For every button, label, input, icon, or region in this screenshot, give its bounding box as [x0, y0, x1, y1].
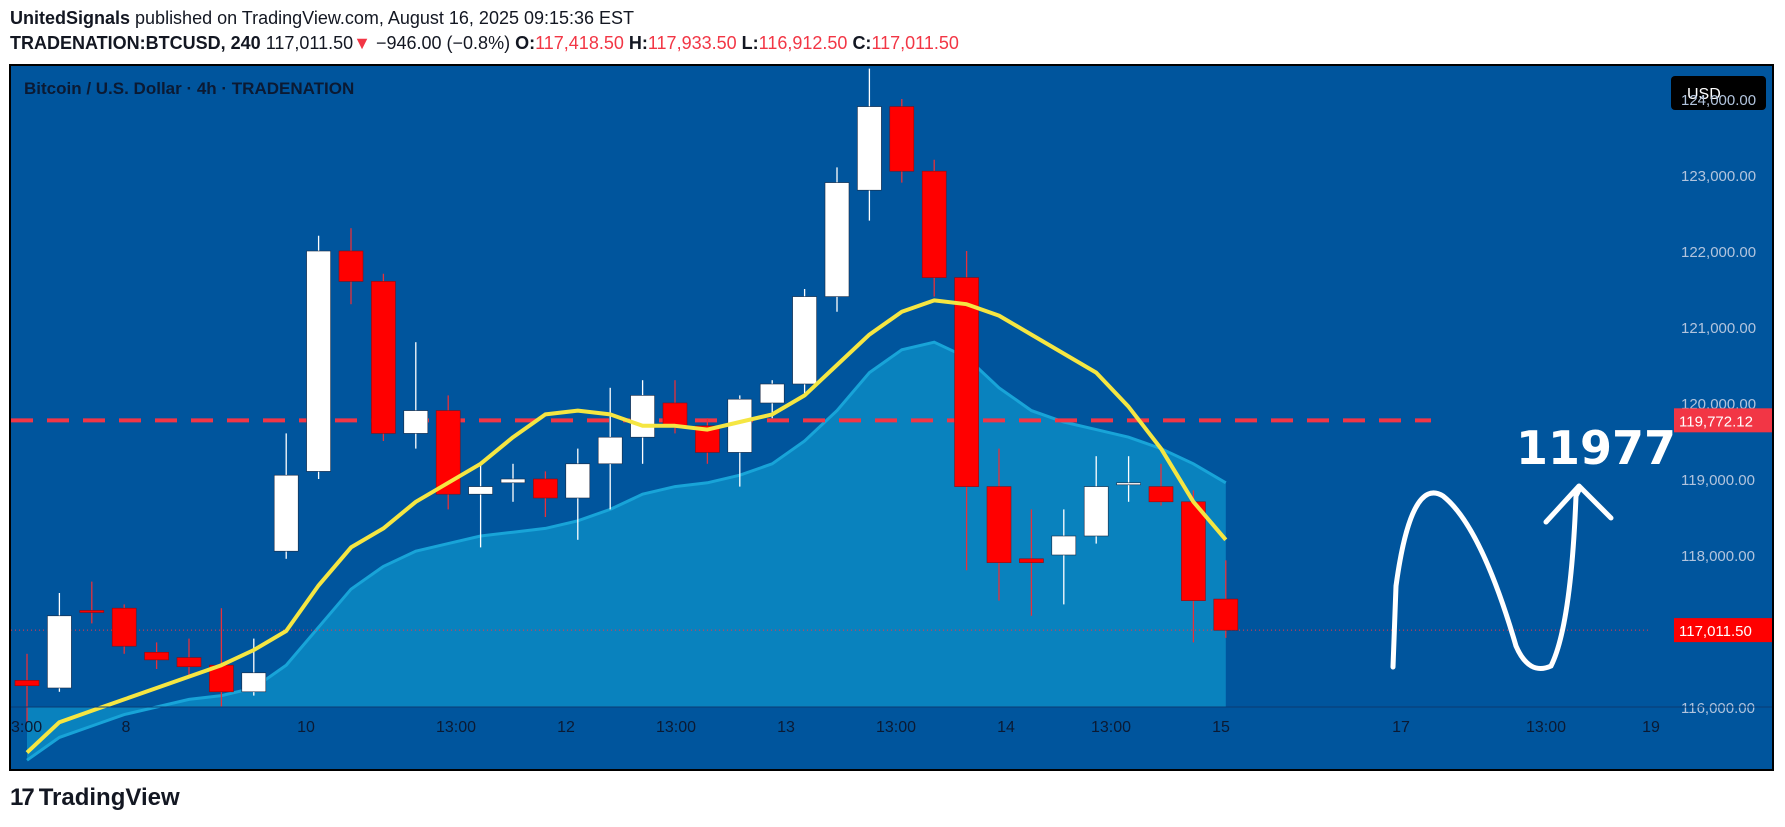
open-label: O:: [515, 33, 536, 53]
x-tick-label: 8: [122, 719, 131, 736]
arrow-head-drawing: [1543, 483, 1614, 525]
price-chart[interactable]: 11977 Bitcoin / U.S. Dollar · 4h · TRADE…: [11, 66, 1772, 769]
candle-body: [14, 680, 40, 687]
author-name[interactable]: UnitedSignals: [10, 8, 131, 28]
x-tick-label: 13:00: [1091, 719, 1131, 736]
open-value: 117,418.50: [535, 33, 624, 53]
candle-body: [1051, 535, 1077, 556]
y-tick-label: 116,000.00: [1681, 700, 1755, 717]
y-tick-label: 122,000.00: [1681, 244, 1756, 261]
x-tick-label: 10: [297, 719, 315, 736]
y-tick-label: 118,000.00: [1681, 548, 1755, 565]
tradingview-logo[interactable]: 17 TradingView: [10, 784, 180, 812]
level-price-label: 119,772.12: [1679, 413, 1753, 430]
symbol-label: TRADENATION:BTCUSD, 240: [10, 33, 261, 53]
candle-body: [1019, 558, 1044, 563]
ma-area-fill: [27, 342, 1226, 761]
candle-body: [533, 478, 558, 499]
down-arrow-icon: ▼: [353, 33, 371, 53]
candle-body: [468, 486, 493, 495]
candle-body: [824, 182, 850, 297]
y-tick-label: 123,000.00: [1681, 168, 1756, 185]
time-axis: 3:00 8 10 13:00 12 13:00 13 13:00 14 13:00 15 17 13:…: [11, 706, 1772, 736]
candle-body: [630, 395, 655, 438]
candle-body: [306, 250, 331, 472]
candle-body: [921, 170, 947, 278]
candle-body: [144, 651, 169, 661]
candle-body: [565, 463, 591, 499]
candle-body: [597, 436, 623, 465]
last-price-badge: [1674, 618, 1772, 643]
x-tick-label: 17: [1392, 719, 1410, 736]
last-price: 117,011.50: [265, 33, 354, 53]
ma-fast-line: [25, 298, 1228, 755]
publish-line: UnitedSignals published on TradingView.c…: [10, 8, 634, 29]
candle-body: [954, 277, 979, 487]
price-axis: 116,000.00117,000.00118,000.00119,000.00…: [1674, 92, 1772, 717]
x-tick-label: 13:00: [436, 719, 476, 736]
low-label: L:: [741, 33, 759, 53]
candle-body: [1116, 482, 1141, 486]
x-tick-label: 13: [777, 719, 795, 736]
candles-layer: [14, 68, 1239, 723]
chart-title: Bitcoin / U.S. Dollar · 4h · TRADENATION: [24, 79, 354, 98]
x-tick-label: 13:00: [876, 719, 916, 736]
currency-label: USD: [1687, 86, 1721, 103]
tradingview-brand: TradingView: [38, 784, 180, 811]
level-price-badge: [1674, 408, 1772, 433]
last-price-label: 117,011.50: [1679, 623, 1752, 640]
x-tick-label: 14: [997, 719, 1015, 736]
candle-body: [1148, 486, 1174, 503]
ma-area-layer: [26, 340, 1227, 762]
candle-body: [1181, 501, 1206, 601]
candle-body: [47, 615, 72, 689]
close-value: 117,011.50: [871, 33, 959, 53]
high-value: 117,933.50: [647, 33, 737, 53]
currency-button[interactable]: USD: [1671, 76, 1766, 110]
y-tick-label: 119,000.00: [1681, 472, 1755, 489]
candle-body: [1213, 598, 1239, 631]
chart-pane[interactable]: 11977 Bitcoin / U.S. Dollar · 4h · TRADE…: [9, 64, 1774, 771]
candle-body: [241, 672, 267, 693]
candle-body: [79, 610, 105, 613]
candle-body: [662, 402, 688, 427]
projection-wave-drawing: [1390, 487, 1582, 671]
ma-line-layer: [25, 298, 1228, 755]
x-tick-label: 13:00: [1526, 719, 1566, 736]
candle-body: [111, 607, 137, 647]
y-tick-label: 121,000.00: [1681, 320, 1756, 337]
ohlc-line: TRADENATION:BTCUSD, 240 117,011.50▼ −946…: [10, 33, 959, 54]
x-tick-label: 12: [557, 719, 575, 736]
target-annotation: 11977: [1516, 421, 1676, 475]
candle-body: [176, 657, 202, 668]
candle-body: [500, 478, 526, 484]
high-label: H:: [628, 33, 648, 53]
candle-body: [1083, 486, 1109, 537]
close-label: C:: [852, 33, 872, 53]
candle-body: [986, 486, 1012, 563]
candle-body: [759, 383, 785, 404]
x-tick-label: 3:00: [11, 719, 42, 736]
publish-info: published on TradingView.com, August 16,…: [135, 8, 635, 28]
candle-body: [338, 250, 364, 282]
price-change: −946.00 (−0.8%): [375, 33, 511, 53]
x-tick-label: 15: [1212, 719, 1230, 736]
candle-body: [273, 474, 299, 552]
y-tick-label: 124,000.00: [1681, 92, 1756, 109]
tradingview-mark-icon: 17: [10, 784, 35, 811]
candle-body: [371, 281, 396, 434]
candle-body: [889, 106, 915, 172]
annotation-layer: 11977: [1390, 421, 1676, 671]
low-value: 116,912.50: [758, 33, 848, 53]
x-tick-label: 13:00: [656, 719, 696, 736]
candle-body: [403, 410, 429, 434]
level-layer: [11, 418, 1651, 631]
candle-body: [792, 296, 817, 385]
candle-body: [857, 106, 882, 191]
x-tick-label: 19: [1642, 719, 1660, 736]
ma-area-line: [26, 340, 1227, 762]
